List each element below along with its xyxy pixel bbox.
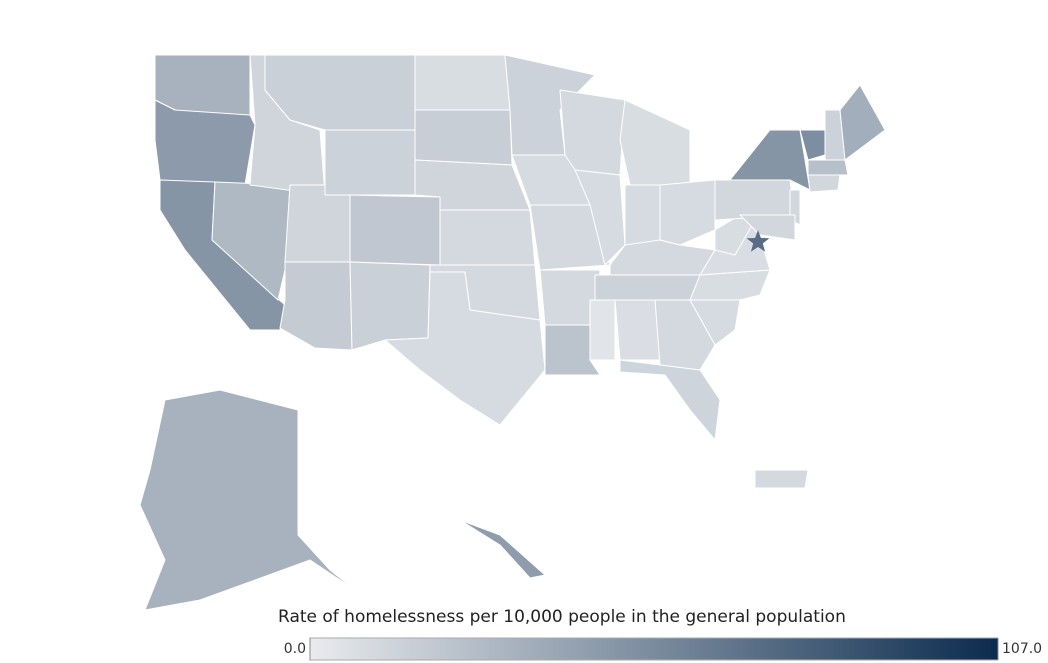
region: [839, 84, 886, 161]
region: [807, 159, 849, 176]
region: [714, 179, 796, 221]
marker-star: [746, 230, 770, 252]
region: [559, 89, 626, 176]
region: [659, 179, 716, 246]
region: [439, 209, 536, 266]
region: [349, 194, 441, 266]
region: [729, 129, 811, 191]
region: [689, 269, 771, 301]
region: [414, 54, 511, 111]
region: [154, 99, 256, 186]
regions: [139, 54, 886, 611]
scale-label: 0.0: [284, 641, 306, 657]
region: [609, 239, 716, 276]
region: [589, 299, 616, 361]
region: [619, 359, 721, 441]
region: [279, 261, 353, 351]
region: [807, 174, 841, 193]
region: [654, 299, 716, 371]
region: [574, 169, 626, 266]
region: [614, 299, 661, 361]
region: [544, 324, 601, 376]
color-scale: [309, 637, 999, 661]
region: [349, 261, 431, 351]
region: [754, 469, 809, 489]
region: [284, 184, 351, 263]
region: [324, 129, 416, 196]
region: [594, 274, 701, 301]
region: [619, 99, 691, 186]
region: [154, 54, 251, 116]
region: [384, 271, 546, 426]
region: [739, 214, 796, 241]
region: [414, 109, 513, 166]
scale-label: 107.0: [1002, 641, 1042, 657]
region: [139, 389, 356, 611]
legend-title: Rate of homelessness per 10,000 people i…: [278, 607, 846, 627]
region: [624, 184, 661, 246]
region: [459, 519, 546, 579]
